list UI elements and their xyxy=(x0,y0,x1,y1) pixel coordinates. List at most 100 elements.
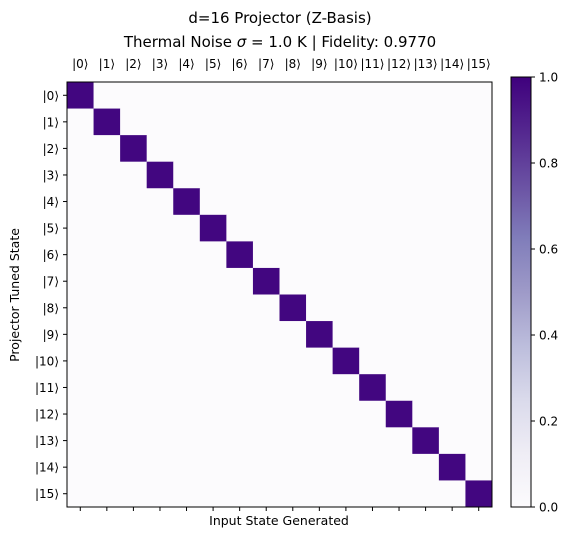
heatmap-cell-diagonal xyxy=(146,161,174,189)
heatmap-cell xyxy=(359,214,387,242)
heatmap-cell xyxy=(412,374,440,402)
heatmap-cell xyxy=(279,241,307,269)
colorbar-tick-label: 0.6 xyxy=(539,243,558,257)
heatmap-cell xyxy=(226,427,254,455)
heatmap-cell xyxy=(199,294,227,322)
heatmap-cell xyxy=(306,427,333,455)
heatmap-cell xyxy=(226,82,254,109)
heatmap-cell xyxy=(120,321,147,348)
heatmap-cell xyxy=(120,427,147,455)
heatmap-cell xyxy=(67,188,94,216)
heatmap-cell xyxy=(279,453,307,481)
heatmap-cell xyxy=(412,161,440,189)
x-tick-label: |8⟩ xyxy=(285,57,301,71)
heatmap-cell xyxy=(93,294,121,322)
heatmap-cell xyxy=(93,135,121,162)
y-tick-label: |13⟩ xyxy=(35,434,59,448)
heatmap-cell xyxy=(412,294,440,322)
heatmap-cell xyxy=(199,108,227,136)
colorbar-tick-label: 0.2 xyxy=(539,415,558,429)
heatmap-cell xyxy=(465,241,493,269)
heatmap-cell xyxy=(438,82,466,109)
heatmap-cell xyxy=(67,427,94,455)
heatmap-cell xyxy=(279,400,307,428)
heatmap-cell xyxy=(465,82,493,109)
heatmap-cell xyxy=(93,214,121,242)
heatmap-cell xyxy=(252,214,280,242)
heatmap-cell xyxy=(93,321,121,348)
chart-title-line-2: Thermal Noise σ = 1.0 K | Fidelity: 0.97… xyxy=(123,33,436,51)
colorbar-ticks: 0.0 0.2 0.4 0.6 0.8 1.0 xyxy=(531,71,558,515)
heatmap-cell xyxy=(146,374,174,402)
heatmap-cell xyxy=(120,241,147,269)
heatmap-cell xyxy=(438,400,466,428)
heatmap-cell xyxy=(226,480,254,508)
x-tick-label: |0⟩ xyxy=(72,57,88,71)
heatmap-cell xyxy=(173,321,201,348)
heatmap-cell xyxy=(120,294,147,322)
heatmap-cell xyxy=(67,400,94,428)
heatmap-cell xyxy=(67,480,94,508)
x-tick-label: |12⟩ xyxy=(387,57,411,71)
heatmap-cell xyxy=(438,161,466,189)
heatmap-cell-diagonal xyxy=(226,241,254,269)
heatmap-cell xyxy=(385,374,413,402)
heatmap-cell xyxy=(252,453,280,481)
heatmap-cell xyxy=(199,427,227,455)
y-tick-label: |6⟩ xyxy=(43,248,59,262)
x-tick-label: |11⟩ xyxy=(360,57,384,71)
heatmap-cell xyxy=(332,135,360,162)
heatmap-cell xyxy=(412,82,440,109)
heatmap-cell xyxy=(465,374,493,402)
heatmap-cell xyxy=(279,374,307,402)
heatmap-cell-diagonal xyxy=(359,374,387,402)
heatmap-cell xyxy=(226,135,254,162)
heatmap-cell xyxy=(306,161,333,189)
heatmap-cell-diagonal xyxy=(438,453,466,481)
x-tick-label: |9⟩ xyxy=(311,57,327,71)
y-tick-label: |7⟩ xyxy=(43,275,59,289)
y-tick-label: |1⟩ xyxy=(43,115,59,129)
heatmap-cell xyxy=(412,480,440,508)
heatmap-cell xyxy=(226,188,254,216)
heatmap-cell xyxy=(306,374,333,402)
heatmap-cell xyxy=(332,188,360,216)
heatmap-cell xyxy=(146,400,174,428)
heatmap-cell xyxy=(465,347,493,375)
x-tick-label: |2⟩ xyxy=(125,57,141,71)
heatmap-cell xyxy=(412,214,440,242)
heatmap-cell xyxy=(173,347,201,375)
heatmap-cell xyxy=(93,241,121,269)
heatmap-cell xyxy=(412,400,440,428)
heatmap-cell xyxy=(438,267,466,295)
heatmap-cell xyxy=(252,347,280,375)
heatmap-cell xyxy=(67,135,94,162)
heatmap-cell xyxy=(412,135,440,162)
heatmap-cell xyxy=(93,427,121,455)
heatmap-cell xyxy=(438,321,466,348)
y-axis-label: Projector Tuned State xyxy=(7,228,22,362)
heatmap-cell xyxy=(332,374,360,402)
heatmap-cell xyxy=(252,427,280,455)
heatmap-cell xyxy=(252,108,280,136)
heatmap-cell xyxy=(67,241,94,269)
x-tick-label: |7⟩ xyxy=(258,57,274,71)
heatmap-cell xyxy=(279,214,307,242)
heatmap-cell xyxy=(438,347,466,375)
heatmap-cell xyxy=(93,82,121,109)
heatmap-cell xyxy=(93,400,121,428)
heatmap-cell xyxy=(120,161,147,189)
heatmap-cell xyxy=(67,321,94,348)
heatmap-cell xyxy=(199,347,227,375)
heatmap-cell xyxy=(226,267,254,295)
heatmap-cell xyxy=(173,108,201,136)
heatmap-cell xyxy=(465,453,493,481)
heatmap-cell xyxy=(67,347,94,375)
heatmap-cell xyxy=(332,321,360,348)
heatmap-cell xyxy=(412,347,440,375)
heatmap-cell xyxy=(359,294,387,322)
heatmap-cell xyxy=(93,267,121,295)
heatmap-cell xyxy=(332,108,360,136)
heatmap-cell xyxy=(173,480,201,508)
y-tick-label: |0⟩ xyxy=(43,89,59,103)
